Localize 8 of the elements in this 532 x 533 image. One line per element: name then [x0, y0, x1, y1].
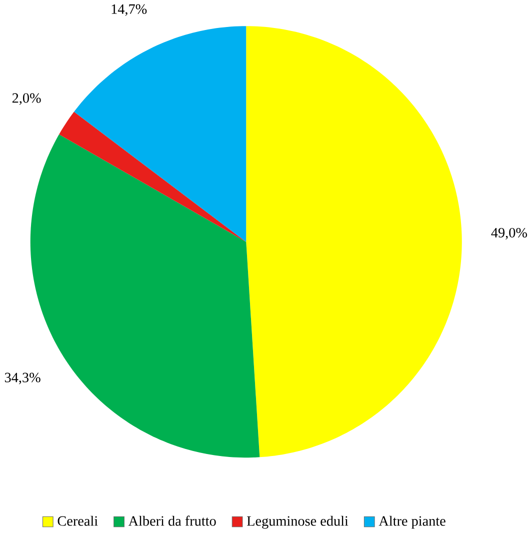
legend-label: Altre piante — [378, 516, 446, 529]
data-label: 49,0% — [491, 228, 528, 240]
legend-label: Leguminose eduli — [247, 516, 348, 529]
legend-label: Alberi da frutto — [128, 516, 216, 526]
data-label: 14,7% — [112, 4, 147, 16]
data-label: 2,0% — [12, 93, 41, 105]
legend-label: Cereali — [58, 516, 98, 526]
data-label: 34,3% — [5, 372, 40, 384]
